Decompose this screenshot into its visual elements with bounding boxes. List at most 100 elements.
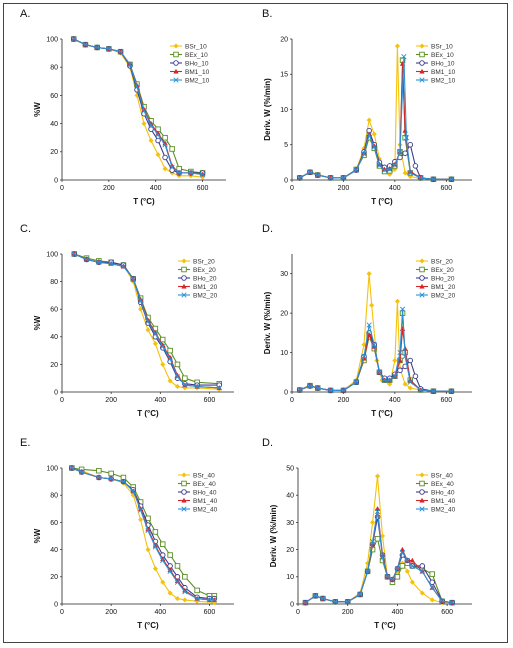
y-tick-label: 60 — [50, 307, 58, 314]
data-point — [69, 465, 75, 471]
data-point — [108, 476, 114, 482]
data-point — [366, 322, 372, 328]
data-point — [366, 132, 372, 138]
data-point — [401, 54, 407, 60]
data-point — [96, 474, 102, 481]
x-tick-label: 600 — [197, 185, 209, 192]
x-tick-label: 200 — [338, 397, 350, 404]
data-point — [392, 166, 398, 173]
data-point — [448, 388, 455, 394]
series-bex — [302, 535, 455, 606]
series-line — [299, 273, 452, 392]
series-line — [299, 45, 452, 180]
legend-label: BHo_20 — [193, 275, 217, 282]
data-point — [71, 251, 77, 257]
series-bm2 — [297, 54, 455, 182]
series-line — [73, 38, 203, 178]
data-point — [387, 166, 393, 173]
data-point — [366, 271, 372, 277]
y-tick-label: 40 — [286, 493, 294, 500]
data-point — [162, 154, 168, 161]
y-tick-label: 0 — [54, 601, 58, 608]
data-point — [216, 385, 222, 391]
legend-label: BEx_40 — [193, 481, 216, 488]
data-point — [152, 529, 159, 535]
data-point — [181, 472, 187, 478]
data-point — [94, 44, 100, 51]
data-point — [407, 385, 413, 391]
data-point — [340, 175, 347, 181]
x-tick-label: 400 — [154, 397, 166, 404]
data-point — [364, 568, 371, 574]
data-point — [429, 597, 435, 603]
data-point — [419, 292, 425, 298]
data-point — [407, 141, 414, 148]
data-point — [130, 276, 136, 282]
data-point — [160, 579, 166, 585]
data-point — [374, 508, 381, 515]
data-point — [96, 467, 102, 474]
data-point — [148, 137, 154, 144]
data-point — [167, 378, 173, 384]
y-axis-label: Deriv. W (%/min) — [269, 504, 278, 567]
data-point — [376, 369, 383, 375]
y-tick-label: 20 — [286, 547, 294, 554]
data-point — [167, 552, 173, 558]
data-point — [439, 598, 445, 604]
y-tick-label: 0 — [54, 389, 58, 396]
x-axis-label: T (°C) — [137, 621, 159, 630]
data-point — [392, 357, 398, 364]
data-point — [419, 43, 425, 49]
y-tick-label: 20 — [50, 574, 58, 581]
data-point — [404, 568, 411, 575]
data-point — [409, 563, 415, 569]
data-point — [371, 144, 377, 150]
legend-label: BEx_40 — [431, 481, 454, 488]
x-tick-label: 400 — [150, 185, 162, 192]
data-point — [96, 259, 102, 265]
data-point — [392, 162, 398, 168]
x-tick-label: 0 — [290, 185, 294, 192]
legend-label: BM2_40 — [193, 506, 218, 513]
x-axis-label: T (°C) — [371, 197, 393, 206]
legend-label: BM2_20 — [193, 292, 218, 299]
data-point — [194, 587, 200, 594]
data-point — [371, 342, 377, 348]
data-point — [394, 43, 401, 49]
data-point — [332, 599, 338, 605]
data-point — [430, 176, 437, 182]
data-point — [429, 585, 435, 591]
legend-label: BHo_40 — [193, 489, 217, 496]
y-tick-label: 80 — [50, 279, 58, 286]
data-point — [402, 150, 408, 156]
data-point — [173, 68, 179, 74]
series-line — [73, 38, 203, 174]
series-line — [299, 63, 452, 180]
data-point — [181, 497, 187, 503]
legend-label: BHo_20 — [431, 275, 455, 282]
series-line — [71, 467, 215, 597]
data-point — [312, 593, 319, 599]
x-tick-label: 0 — [60, 185, 64, 192]
data-point — [173, 43, 179, 49]
series-bm2 — [302, 508, 455, 606]
data-point — [138, 298, 144, 304]
data-point — [181, 480, 187, 487]
data-point — [160, 343, 166, 350]
y-tick-label: 15 — [280, 72, 288, 79]
x-tick-label: 600 — [441, 609, 453, 616]
y-tick-label: 80 — [50, 65, 58, 72]
data-point — [448, 176, 455, 182]
data-point — [160, 557, 166, 564]
y-tick-label: 60 — [50, 93, 58, 100]
data-point — [182, 375, 188, 381]
x-tick-label: 600 — [440, 397, 452, 404]
x-tick-label: 0 — [60, 397, 64, 404]
x-tick-label: 200 — [105, 609, 117, 616]
data-point — [430, 388, 437, 394]
y-axis-label: Deriv. W (%/min) — [263, 78, 272, 141]
data-point — [167, 568, 173, 574]
y-tick-label: 0 — [284, 389, 288, 396]
